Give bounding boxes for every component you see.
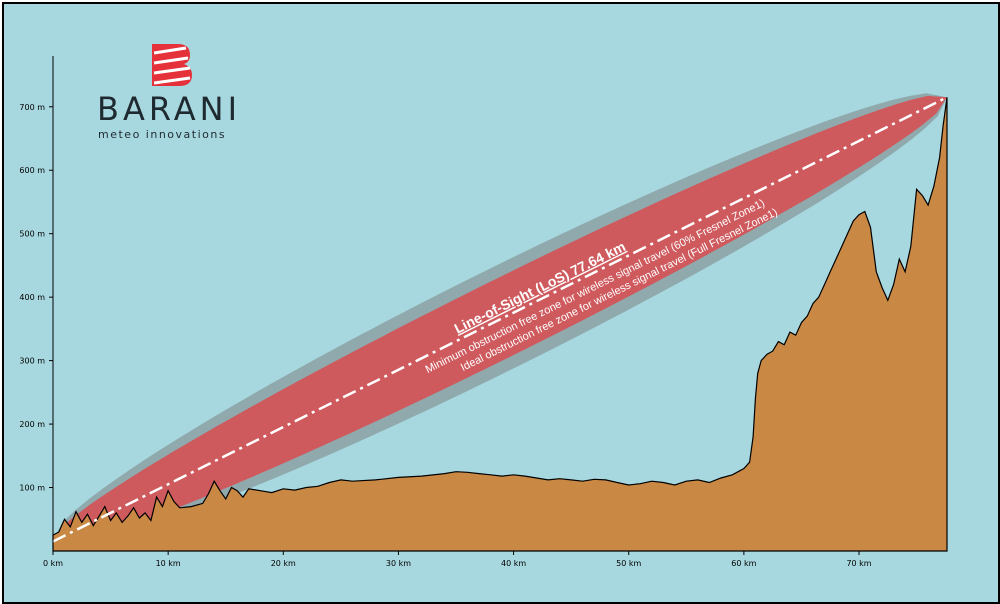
y-axis-ticks: 100 m 200 m 300 m 400 m 500 m 600 m 700 m (19, 103, 53, 493)
x-tick-label: 60 km (731, 559, 756, 568)
x-tick-label: 0 km (43, 559, 63, 568)
barani-b-icon (152, 44, 192, 86)
y-tick-label: 400 m (19, 293, 45, 302)
x-tick-label: 40 km (501, 559, 526, 568)
y-tick-label: 100 m (19, 484, 45, 493)
y-tick-label: 600 m (19, 166, 45, 175)
barani-logo: BARANI meteo innovations (97, 44, 241, 141)
brand-tagline: meteo innovations (98, 128, 226, 141)
x-axis-ticks: 0 km 10 km 20 km 30 km 40 km 50 km 60 km 70 km (43, 551, 872, 568)
y-tick-label: 300 m (19, 357, 45, 366)
x-tick-label: 20 km (271, 559, 296, 568)
brand-name: BARANI (97, 90, 241, 128)
x-tick-label: 50 km (616, 559, 641, 568)
x-tick-label: 10 km (156, 559, 181, 568)
line-of-sight (52, 96, 948, 543)
x-tick-label: 30 km (386, 559, 411, 568)
terrain-area (52, 97, 948, 552)
y-tick-label: 700 m (19, 103, 45, 112)
y-tick-label: 200 m (19, 420, 45, 429)
y-tick-label: 500 m (19, 230, 45, 239)
elevation-profile-chart: 100 m 200 m 300 m 400 m 500 m 600 m 700 m 0 km… (19, 44, 948, 568)
x-tick-label: 70 km (846, 559, 871, 568)
